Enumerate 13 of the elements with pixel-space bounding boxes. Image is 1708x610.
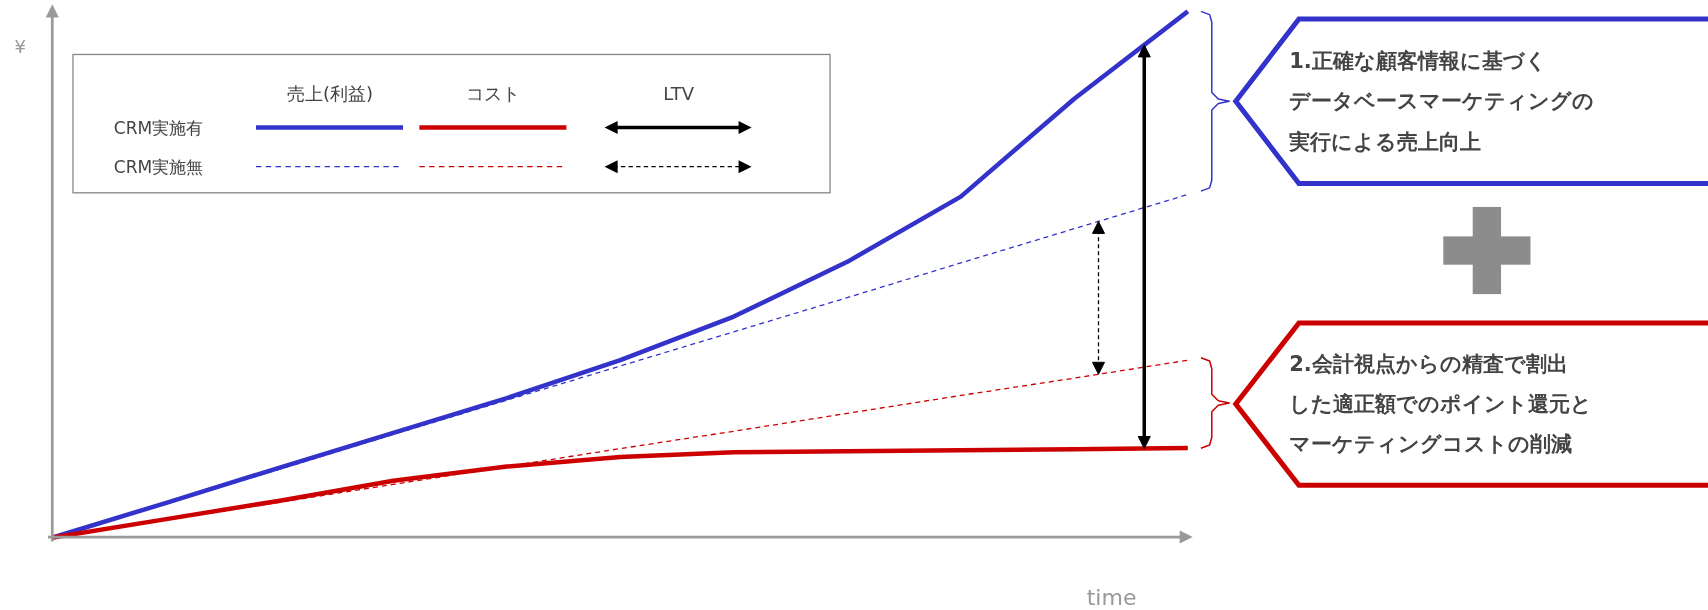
annotation: コスト bbox=[466, 82, 521, 104]
annotation: CRM実施有 bbox=[113, 117, 204, 138]
text: 1.正確な顧客情報に基づく bbox=[1289, 48, 1547, 73]
text: した適正額でのポイント還元と bbox=[1289, 392, 1593, 417]
x-axis-title: time bbox=[1086, 584, 1137, 610]
text: 実行による売上向上 bbox=[1288, 129, 1482, 154]
annotation: LTV bbox=[663, 82, 695, 104]
text: データベースマーケティングの bbox=[1289, 89, 1595, 114]
annotation: 売上(利益) bbox=[286, 82, 374, 104]
annotation: CRM実施無 bbox=[113, 157, 204, 178]
text: マーケティングコストの削減 bbox=[1289, 432, 1573, 457]
text: 2.会計視点からの精査で割出 bbox=[1289, 351, 1568, 376]
y-axis-title: ¥ bbox=[14, 35, 26, 57]
